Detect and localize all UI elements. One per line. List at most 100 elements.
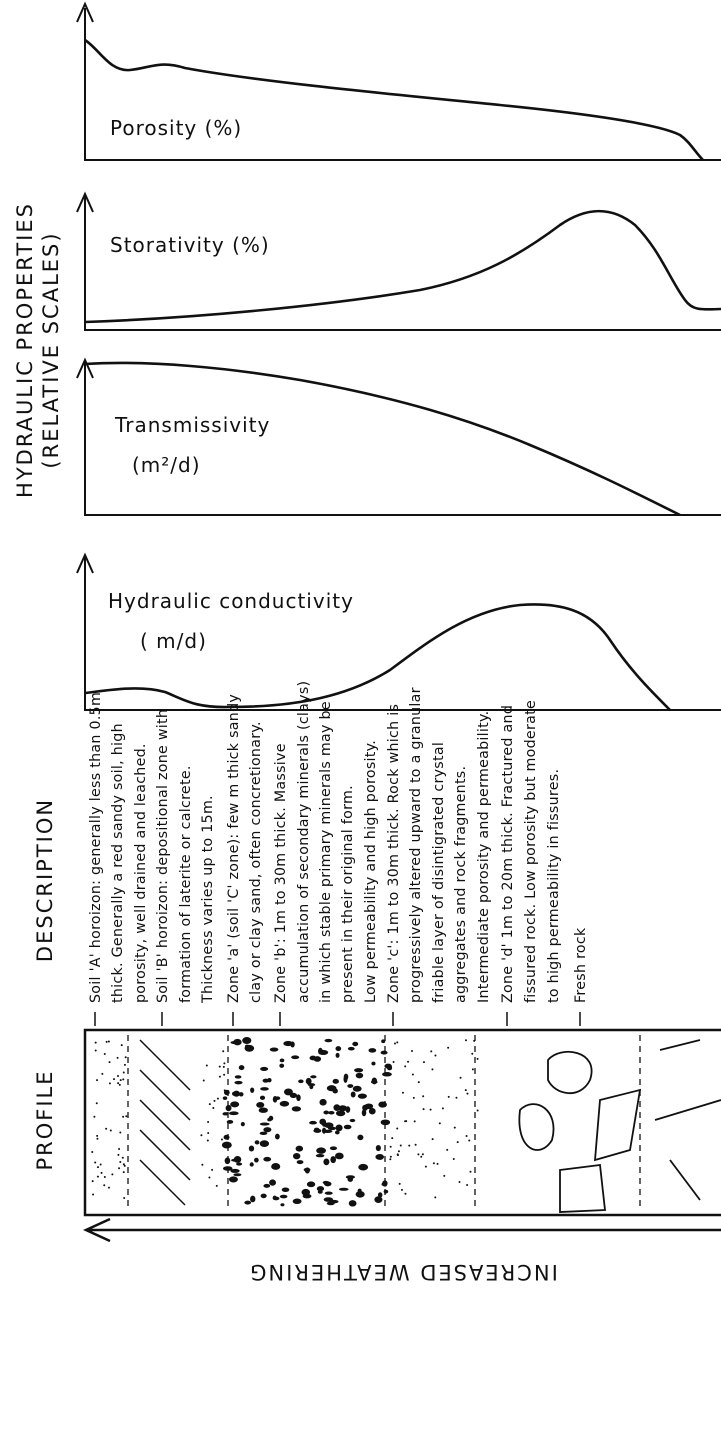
- grain: [125, 1056, 127, 1058]
- grain: [328, 1127, 336, 1130]
- grain: [209, 1103, 211, 1105]
- grain: [344, 1074, 349, 1080]
- grain: [381, 1039, 385, 1043]
- grain: [223, 1062, 225, 1064]
- curve: [85, 211, 721, 322]
- grain: [371, 1080, 378, 1084]
- description-line: Soil 'B' horoizon: depositional zone wit…: [155, 709, 171, 1003]
- grain: [318, 1048, 323, 1055]
- grain: [408, 1145, 410, 1147]
- description-line: in which stable primary minerals may be: [318, 701, 334, 1003]
- grain: [95, 1042, 97, 1044]
- grain: [245, 1045, 249, 1048]
- grain: [413, 1097, 415, 1099]
- grain: [349, 1200, 357, 1206]
- grain: [230, 1041, 239, 1044]
- grain: [271, 1163, 280, 1170]
- grain: [336, 1110, 345, 1116]
- grain: [336, 1053, 340, 1058]
- grain: [400, 1144, 402, 1146]
- grain: [269, 1179, 276, 1185]
- transmissivity-panel: Transmissivity (m²/d): [77, 360, 721, 515]
- grain: [362, 1109, 367, 1116]
- grain: [473, 1040, 475, 1042]
- description-line: thick. Generally a red sandy soil, high: [110, 723, 126, 1003]
- grain: [469, 1171, 471, 1173]
- grain: [206, 1064, 208, 1066]
- grain: [101, 1172, 103, 1174]
- grain: [369, 1108, 376, 1114]
- grain: [227, 1120, 234, 1124]
- grain: [353, 1086, 362, 1092]
- grain: [211, 1169, 213, 1171]
- grain: [117, 1075, 119, 1077]
- grain: [260, 1096, 265, 1100]
- grain: [348, 1177, 354, 1182]
- grain: [212, 1107, 214, 1109]
- grain: [460, 1077, 462, 1079]
- grain: [316, 1147, 326, 1153]
- description-line: fissured rock. Low porosity but moderate: [523, 700, 539, 1003]
- axis: [77, 194, 721, 330]
- grain: [437, 1163, 439, 1165]
- grain: [358, 1164, 368, 1171]
- grain: [111, 1173, 113, 1175]
- grain: [292, 1106, 301, 1111]
- grain: [382, 1072, 392, 1076]
- grain: [223, 1166, 233, 1171]
- grain: [207, 1132, 209, 1134]
- grain: [356, 1191, 365, 1198]
- grain: [420, 1156, 422, 1158]
- grain: [378, 1102, 387, 1108]
- grain: [422, 1153, 424, 1155]
- description: Soil 'A' horoizon: generally less than 0…: [88, 681, 589, 1026]
- grain: [454, 1127, 456, 1129]
- grain: [280, 1059, 285, 1063]
- grain: [357, 1135, 363, 1141]
- grain: [275, 1134, 280, 1140]
- grain: [101, 1073, 103, 1075]
- grain: [335, 1153, 344, 1160]
- grain: [431, 1068, 433, 1070]
- grain: [396, 1127, 398, 1129]
- grain: [117, 1082, 119, 1084]
- grain: [100, 1163, 102, 1165]
- grain: [244, 1201, 251, 1205]
- grain: [222, 1112, 228, 1115]
- grain: [223, 1096, 227, 1100]
- grain: [465, 1039, 467, 1041]
- grain: [229, 1111, 239, 1115]
- grain: [260, 1067, 268, 1071]
- grain: [217, 1098, 219, 1100]
- grain: [375, 1154, 384, 1160]
- grain: [124, 1165, 126, 1167]
- grain: [404, 1065, 406, 1067]
- grain: [398, 1150, 400, 1152]
- grain: [93, 1116, 95, 1118]
- grain: [96, 1135, 98, 1137]
- grain: [459, 1181, 461, 1183]
- grain: [224, 1090, 230, 1095]
- hatching: [140, 1040, 190, 1205]
- grain: [225, 1157, 231, 1164]
- grain: [119, 1084, 121, 1086]
- grain: [404, 1193, 406, 1195]
- description-line: Zone 'a' (soil 'C' zone): few m thick sa…: [226, 694, 242, 1003]
- grain: [447, 1047, 449, 1049]
- grain: [472, 1068, 474, 1070]
- grain: [390, 1156, 392, 1158]
- grain: [333, 1104, 340, 1111]
- grain: [330, 1146, 337, 1150]
- grain: [109, 1082, 111, 1084]
- grain: [124, 1064, 126, 1066]
- grain: [314, 1056, 321, 1062]
- grain: [391, 1137, 393, 1139]
- grain: [119, 1131, 121, 1133]
- grain: [319, 1099, 326, 1106]
- grain: [121, 1044, 123, 1046]
- grain: [221, 1138, 223, 1140]
- panel-label: Storativity (%): [110, 233, 270, 257]
- description-line: aggregates and rock fragments.: [453, 766, 469, 1003]
- grain: [328, 1111, 334, 1115]
- grain: [323, 1111, 329, 1115]
